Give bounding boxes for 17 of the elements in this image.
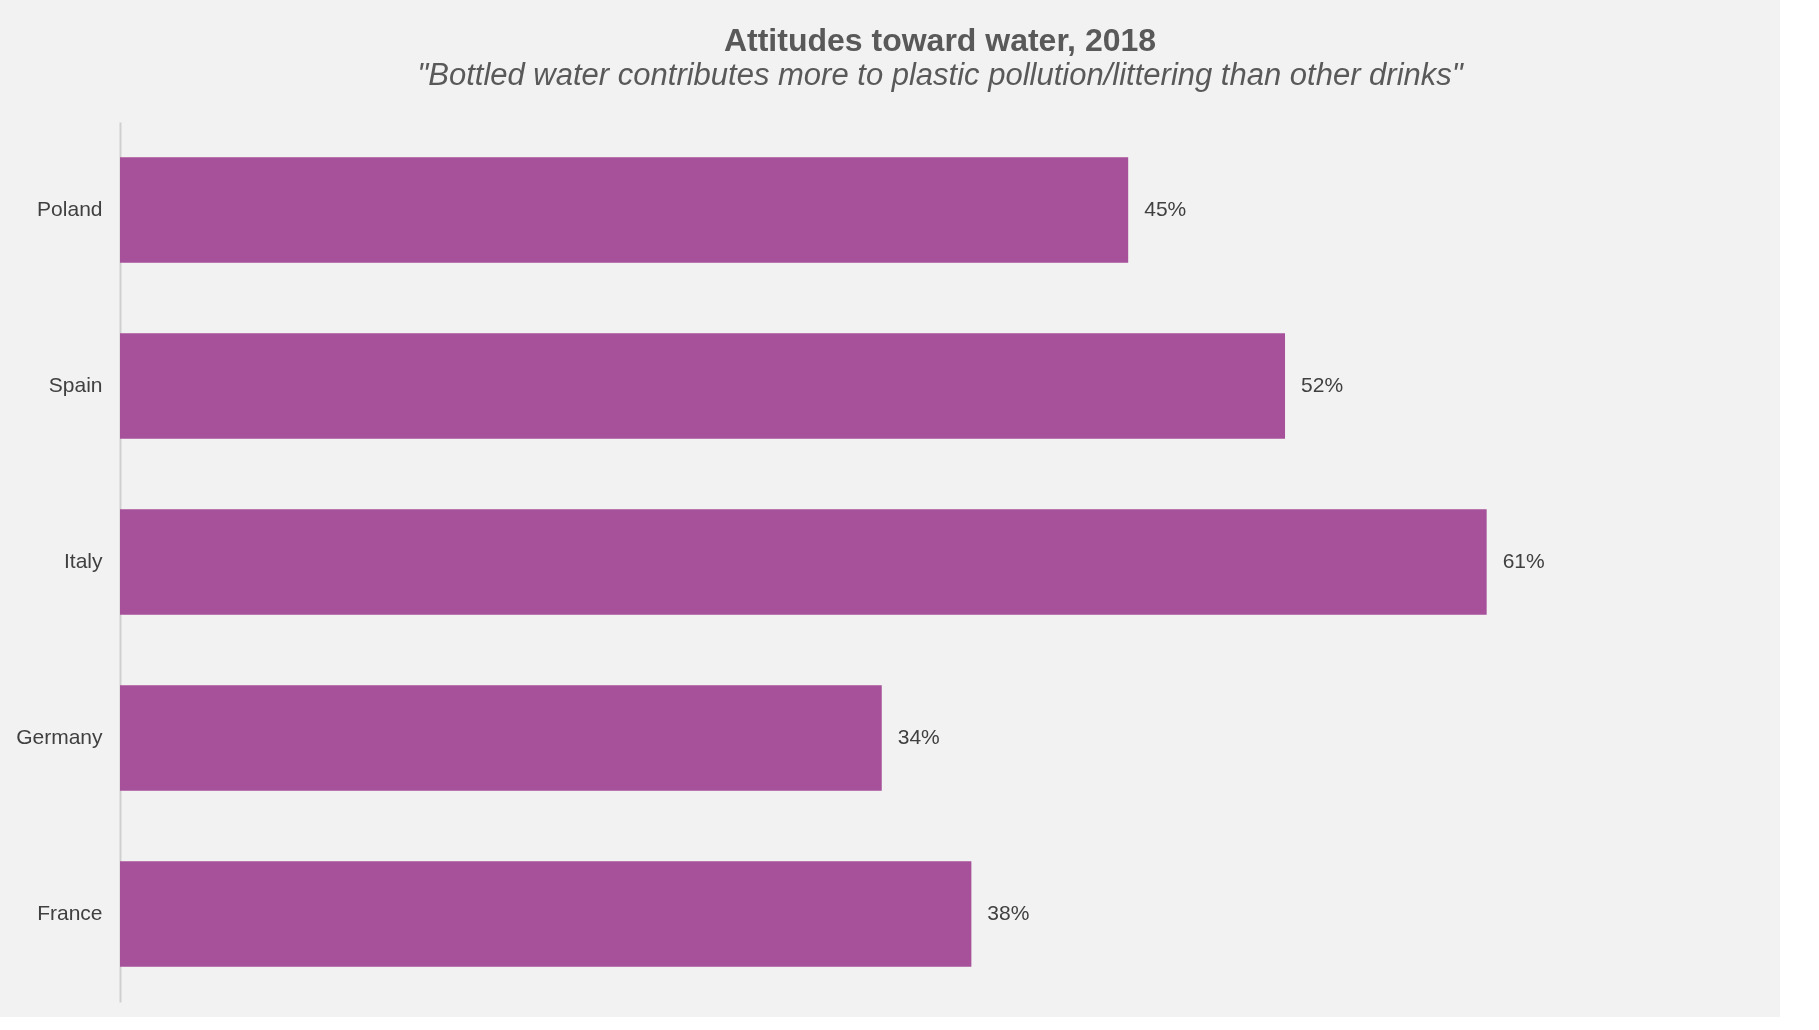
chart-title: Attitudes toward water, 2018 xyxy=(723,22,1157,58)
bar xyxy=(120,509,1487,615)
data-label: 52% xyxy=(1301,373,1344,396)
bar xyxy=(120,685,882,791)
chart-subtitle: "Bottled water contributes more to plastic pollution/littering than other drinks" xyxy=(417,57,1465,92)
data-label: 45% xyxy=(1144,197,1187,220)
bar xyxy=(120,157,1129,263)
y-tick-label: Spain xyxy=(48,373,103,396)
bar xyxy=(120,861,972,967)
y-tick-label: France xyxy=(37,901,103,924)
data-label: 61% xyxy=(1502,549,1545,572)
data-label: 38% xyxy=(987,901,1030,924)
y-tick-label: Italy xyxy=(63,549,103,572)
data-label: 34% xyxy=(897,725,940,748)
y-tick-label: Germany xyxy=(16,725,103,748)
y-tick-label: Poland xyxy=(37,197,103,220)
bar xyxy=(120,333,1286,439)
